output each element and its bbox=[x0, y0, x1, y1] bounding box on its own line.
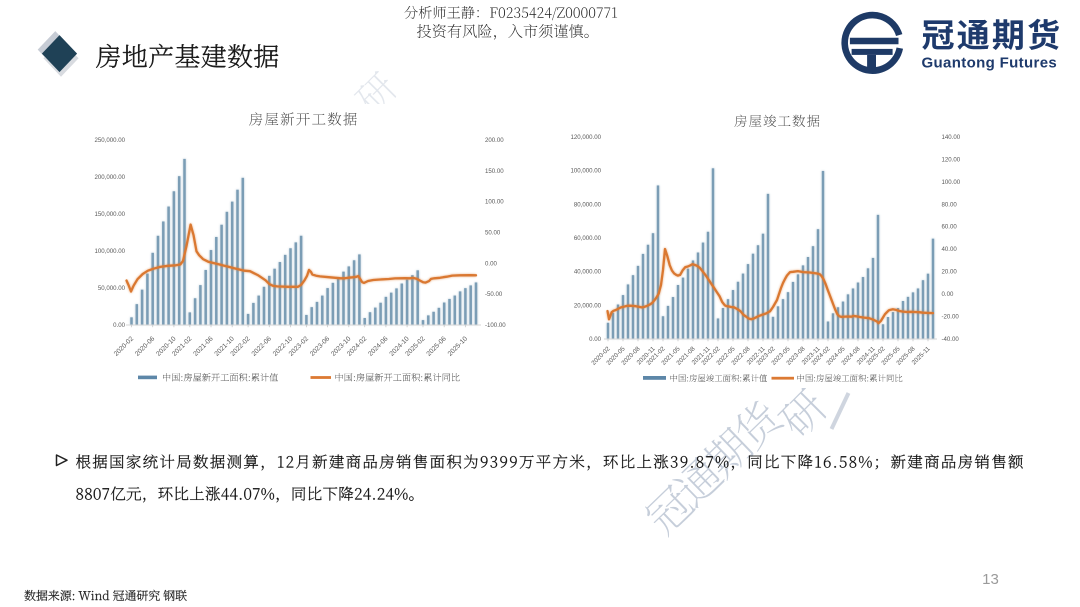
svg-text:40,000.00: 40,000.00 bbox=[574, 269, 602, 276]
svg-text:100.00: 100.00 bbox=[942, 179, 961, 186]
svg-text:80,000.00: 80,000.00 bbox=[574, 201, 602, 208]
svg-text:150.00: 150.00 bbox=[485, 168, 504, 175]
svg-text:120,000.00: 120,000.00 bbox=[571, 134, 602, 141]
svg-text:200.00: 200.00 bbox=[485, 137, 504, 144]
svg-text:50.00: 50.00 bbox=[485, 230, 501, 237]
svg-text:20,000.00: 20,000.00 bbox=[574, 302, 602, 309]
svg-text:100,000.00: 100,000.00 bbox=[95, 248, 126, 255]
svg-text:0.00: 0.00 bbox=[942, 291, 954, 298]
svg-text:100,000.00: 100,000.00 bbox=[571, 168, 602, 175]
svg-text:200,000.00: 200,000.00 bbox=[95, 174, 126, 181]
svg-text:80.00: 80.00 bbox=[942, 201, 958, 208]
svg-text:250,000.00: 250,000.00 bbox=[95, 137, 126, 144]
svg-text:13: 13 bbox=[982, 571, 999, 588]
svg-text:Guantong Futures: Guantong Futures bbox=[922, 55, 1058, 72]
svg-text:0.00: 0.00 bbox=[589, 336, 601, 343]
svg-text:20.00: 20.00 bbox=[942, 269, 958, 276]
svg-text:40.00: 40.00 bbox=[942, 246, 958, 253]
svg-text:140.00: 140.00 bbox=[942, 134, 961, 141]
svg-text:-50.00: -50.00 bbox=[485, 291, 503, 298]
svg-text:0.00: 0.00 bbox=[113, 322, 125, 329]
svg-text:-20.00: -20.00 bbox=[942, 313, 960, 320]
svg-text:-100.00: -100.00 bbox=[485, 322, 506, 329]
svg-text:60.00: 60.00 bbox=[942, 224, 958, 231]
svg-text:150,000.00: 150,000.00 bbox=[95, 211, 126, 218]
svg-text:50,000.00: 50,000.00 bbox=[98, 285, 126, 292]
svg-text:0.00: 0.00 bbox=[485, 260, 497, 267]
svg-text:100.00: 100.00 bbox=[485, 199, 504, 206]
svg-text:60,000.00: 60,000.00 bbox=[574, 235, 602, 242]
svg-text:-40.00: -40.00 bbox=[942, 336, 960, 343]
svg-text:120.00: 120.00 bbox=[942, 156, 961, 163]
